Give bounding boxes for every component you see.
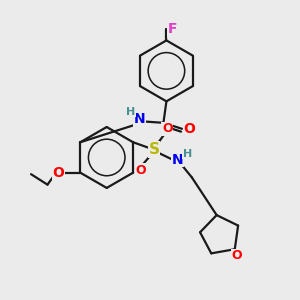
Text: F: F <box>168 22 177 36</box>
Text: H: H <box>126 107 135 117</box>
Text: O: O <box>136 164 146 176</box>
Text: O: O <box>162 122 173 135</box>
Text: O: O <box>52 166 64 180</box>
Text: S: S <box>148 142 160 157</box>
Text: O: O <box>232 249 242 262</box>
Text: N: N <box>172 153 184 166</box>
Text: H: H <box>183 148 192 159</box>
Text: N: N <box>134 112 146 126</box>
Text: O: O <box>184 122 195 136</box>
